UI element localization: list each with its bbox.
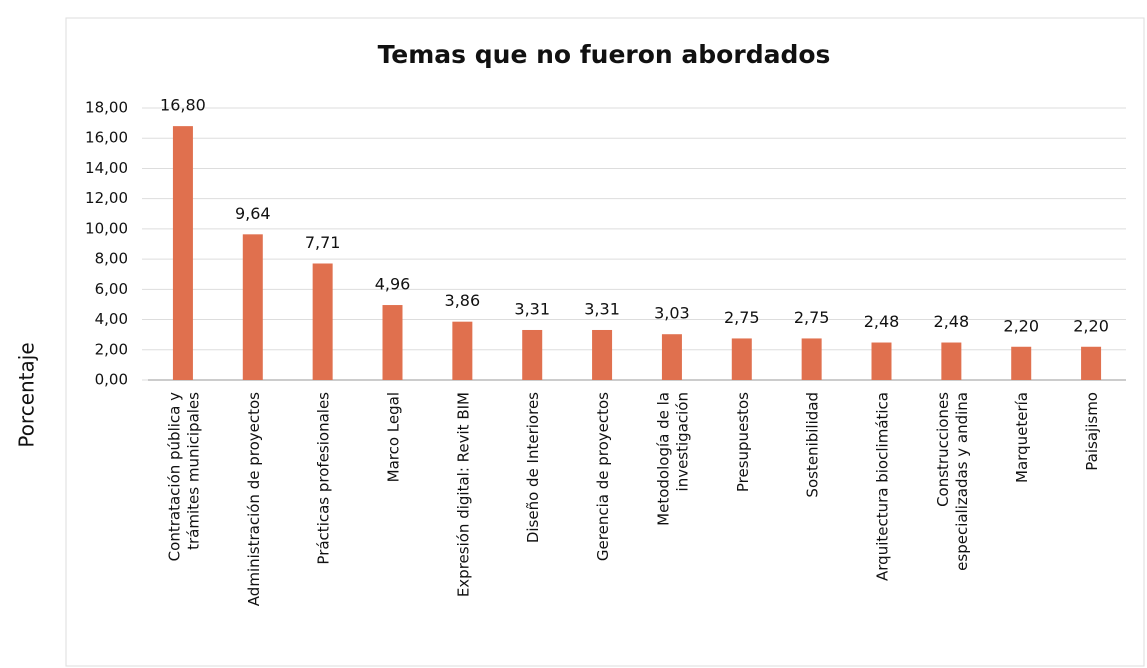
- x-tick-label-line: Marquetería: [1013, 392, 1031, 483]
- bar: [312, 263, 333, 380]
- chart-frame: [65, 17, 1145, 667]
- bar: [1081, 346, 1102, 380]
- bar: [452, 321, 473, 380]
- x-tick-label: Diseño de Interiores: [524, 392, 542, 543]
- bar: [941, 342, 962, 380]
- x-tick-label: Administración de proyectos: [244, 392, 262, 606]
- x-tick-label-line: Presupuestos: [733, 392, 751, 492]
- y-tick-label: 6,00: [95, 280, 128, 298]
- data-label: 3,31: [584, 299, 620, 318]
- data-label: 2,48: [934, 312, 970, 331]
- y-tick-label: 8,00: [95, 250, 128, 268]
- x-tick-label: Presupuestos: [733, 392, 751, 492]
- x-tick-label-line: especializadas y andina: [952, 392, 970, 571]
- data-label: 2,20: [1073, 316, 1109, 335]
- y-tick-label: 12,00: [85, 189, 128, 207]
- bar: [801, 338, 822, 380]
- x-tick-label-line: Metodología de la: [654, 392, 672, 526]
- y-tick-label: 0,00: [95, 371, 128, 389]
- x-tick-label: Sostenibilidad: [803, 392, 821, 498]
- data-label: 16,80: [160, 96, 206, 115]
- x-tick-label: Expresión digital: Revit BIM: [454, 392, 472, 597]
- x-tick-label-line: Administración de proyectos: [244, 392, 262, 606]
- y-axis-label: Porcentaje: [15, 342, 39, 447]
- y-tick-label: 4,00: [95, 310, 128, 328]
- y-tick-label: 10,00: [85, 219, 128, 237]
- x-tick-label-line: Prácticas profesionales: [314, 392, 332, 565]
- y-tick-label: 2,00: [95, 340, 128, 358]
- bar: [871, 342, 892, 380]
- x-tick-label: Prácticas profesionales: [314, 392, 332, 565]
- data-label: 3,86: [445, 291, 481, 310]
- bar: [731, 338, 752, 380]
- chart-title: Temas que no fueron abordados: [378, 40, 831, 69]
- x-tick-label-line: Marco Legal: [384, 392, 402, 482]
- x-tick-label-line: Expresión digital: Revit BIM: [454, 392, 472, 597]
- x-tick-label-line: Paisajismo: [1083, 392, 1101, 471]
- bar: [592, 329, 613, 380]
- x-tick-label: Marquetería: [1013, 392, 1031, 483]
- x-tick-label: Gerencia de proyectos: [594, 392, 612, 561]
- data-label: 2,75: [724, 308, 760, 327]
- data-label: 3,03: [654, 304, 690, 323]
- x-tick-label-line: investigación: [673, 392, 691, 491]
- x-tick-label: Contratación pública ytrámites municipal…: [165, 392, 202, 561]
- y-tick-label: 14,00: [85, 159, 128, 177]
- x-tick-label: Construccionesespecializadas y andina: [933, 392, 970, 571]
- data-label: 4,96: [375, 275, 411, 294]
- y-tick-label: 16,00: [85, 129, 128, 147]
- x-tick-label-line: trámites municipales: [184, 392, 202, 550]
- x-tick-label-line: Contratación pública y: [165, 392, 183, 561]
- data-label: 2,20: [1003, 316, 1039, 335]
- data-label: 2,48: [864, 312, 900, 331]
- bar: [661, 334, 682, 380]
- data-label: 2,75: [794, 308, 830, 327]
- y-tick-label: 18,00: [85, 99, 128, 117]
- data-label: 3,31: [514, 299, 550, 318]
- bar: [242, 234, 263, 380]
- x-tick-label: Metodología de lainvestigación: [654, 392, 691, 526]
- x-tick-label-line: Diseño de Interiores: [524, 392, 542, 543]
- bar: [522, 329, 543, 380]
- data-label: 9,64: [235, 204, 271, 223]
- x-tick-label-line: Construcciones: [933, 392, 951, 507]
- bar: [382, 305, 403, 380]
- bar: [172, 126, 193, 380]
- x-tick-label-line: Gerencia de proyectos: [594, 392, 612, 561]
- x-tick-label: Marco Legal: [384, 392, 402, 482]
- x-tick-label-line: Arquitectura bioclimática: [873, 392, 891, 581]
- x-tick-label: Paisajismo: [1083, 392, 1101, 471]
- x-tick-label: Arquitectura bioclimática: [873, 392, 891, 581]
- bar: [1011, 346, 1032, 380]
- data-label: 7,71: [305, 233, 341, 252]
- x-tick-label-line: Sostenibilidad: [803, 392, 821, 498]
